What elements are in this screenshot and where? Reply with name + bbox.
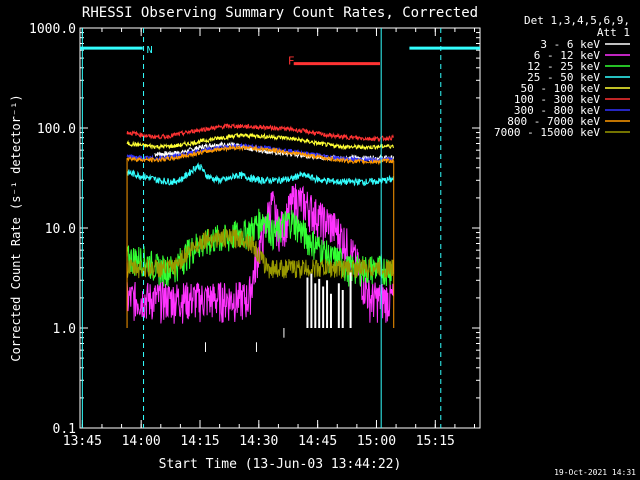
y-tick-label: 100.0: [37, 122, 76, 137]
series-line: [126, 144, 394, 166]
series-line: [126, 162, 394, 187]
y-tick-label: 0.1: [53, 422, 76, 437]
legend-entry-label: 800 - 7000 keV: [507, 115, 600, 128]
legend-entry-label: 7000 - 15000 keV: [494, 126, 600, 139]
y-tick-label: 10.0: [45, 222, 76, 237]
legend-entry-label: 6 - 12 keV: [534, 49, 601, 62]
legend-header: Det 1,3,4,5,6,9,: [524, 14, 630, 27]
legend-entry-label: 3 - 6 keV: [540, 38, 600, 51]
y-axis-label: Corrected Count Rate (s⁻¹ detector⁻¹): [9, 94, 23, 361]
chart-title: RHESSI Observing Summary Count Rates, Co…: [82, 5, 478, 21]
legend-entry-label: 25 - 50 keV: [527, 71, 600, 84]
series-line: [126, 132, 394, 151]
x-tick-label: 15:00: [357, 434, 396, 449]
y-tick-label: 1000.0: [29, 22, 76, 37]
flare-flag-label: F: [288, 55, 295, 68]
x-tick-label: 14:45: [298, 434, 337, 449]
legend-header: Att 1: [597, 26, 630, 39]
legend-entry-label: 12 - 25 keV: [527, 60, 600, 73]
x-tick-label: 14:15: [180, 434, 219, 449]
plot-frame: [79, 27, 481, 429]
y-tick-label: 1.0: [53, 322, 76, 337]
x-tick-label: 14:30: [239, 434, 278, 449]
legend-entry-label: 300 - 800 keV: [514, 104, 600, 117]
legend-entry-label: 50 - 100 keV: [521, 82, 601, 95]
legend-entry-label: 100 - 300 keV: [514, 93, 600, 106]
series-line: [126, 227, 394, 279]
x-axis-label: Start Time (13-Jun-03 13:44:22): [159, 457, 402, 472]
x-tick-label: 15:15: [416, 434, 455, 449]
series-line: [126, 122, 394, 143]
footer-date: 19-Oct-2021 14:31: [554, 468, 636, 477]
x-tick-label: 13:45: [63, 434, 102, 449]
night-flag-label: N: [147, 45, 153, 56]
x-tick-label: 14:00: [122, 434, 161, 449]
